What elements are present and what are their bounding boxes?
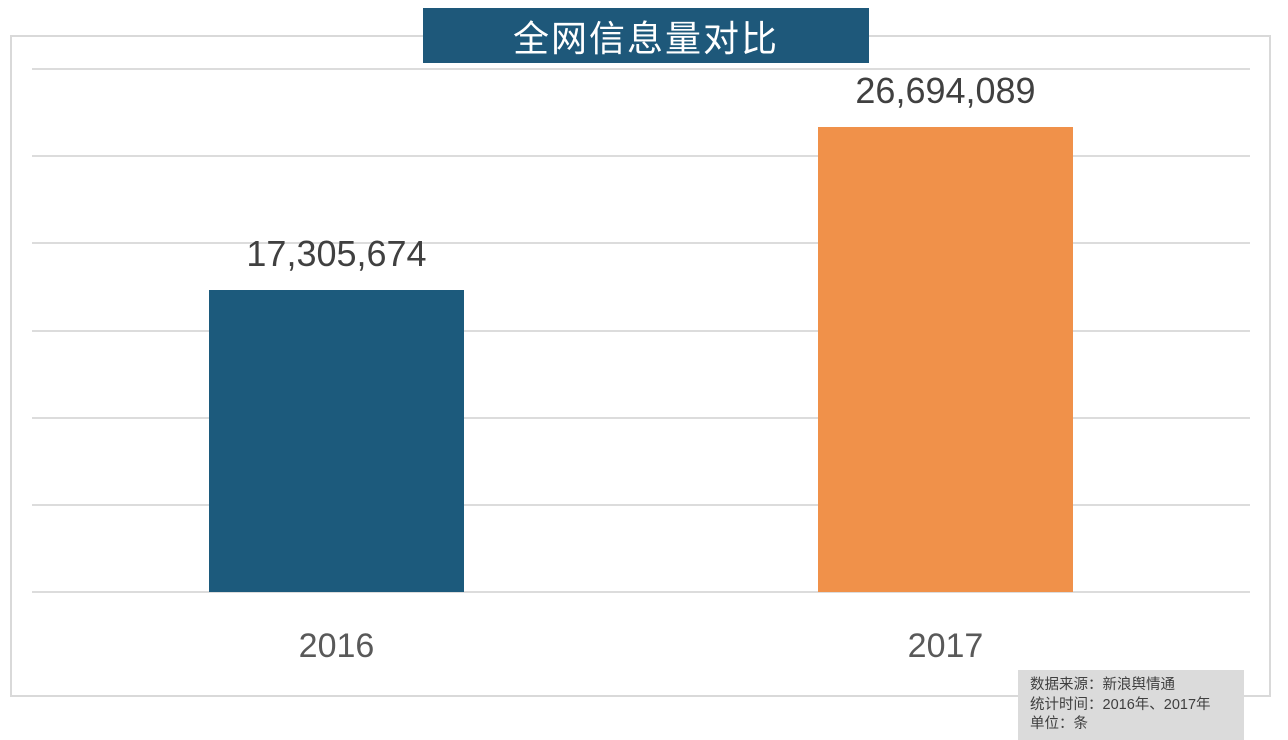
gridline [32,416,1250,419]
category-label-2017: 2017 [907,627,984,665]
bar-2017 [818,126,1073,592]
chart-title: 全网信息量对比 [512,17,779,59]
gridline [32,591,1250,593]
bar-2016 [209,290,464,592]
category-label-2016: 2016 [298,627,375,665]
bar-value-label-2017: 26,694,089 [855,69,1036,111]
plot-area: 17,305,674 2016 26,694,089 2017 [32,68,1250,663]
source-note-box: 数据来源：新浪舆情通 统计时间：2016年、2017年 单位：条 [1018,670,1244,740]
chart-title-banner: 全网信息量对比 [423,8,869,63]
gridline [32,329,1250,332]
gridline [32,155,1250,158]
gridline [32,503,1250,506]
note-line-unit: 单位：条 [1030,716,1088,732]
note-line-source: 数据来源：新浪舆情通 [1030,677,1175,693]
gridline [32,68,1250,70]
gridline [32,242,1250,245]
note-line-period: 统计时间：2016年、2017年 [1030,696,1211,713]
bar-value-label-2016: 17,305,674 [246,233,427,275]
